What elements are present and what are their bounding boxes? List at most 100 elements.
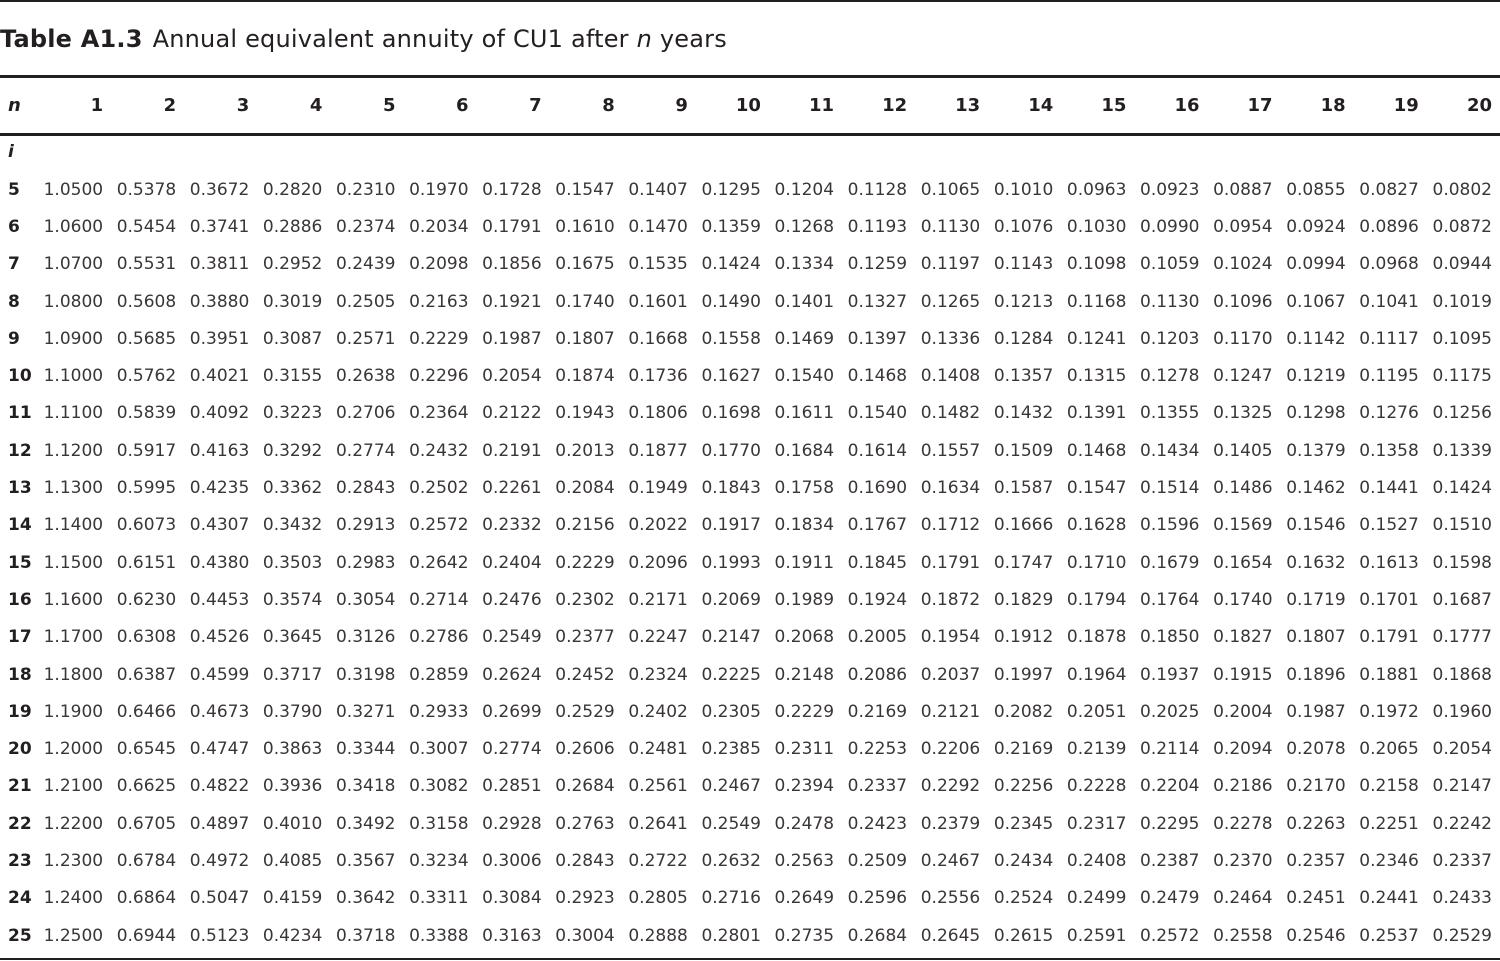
table-row: 8 1.0800 0.5608 0.3880 0.3019 0.2505 0.2163 0.1…: [0, 283, 1500, 320]
value-cell: 0.5685: [116, 328, 177, 349]
value-cell: 1.2200: [43, 813, 104, 834]
value-cell: 0.2377: [555, 627, 615, 648]
value-cell: 0.2684: [847, 925, 908, 946]
value-cell: 0.2364: [409, 403, 469, 424]
value-cell: 0.2933: [409, 701, 469, 722]
value-cell: 0.1719: [1286, 589, 1346, 610]
value-cell: 0.1806: [628, 403, 688, 424]
value-cell: 0.1747: [993, 552, 1054, 573]
value-cell: 0.2615: [993, 925, 1054, 946]
value-cell: 0.2859: [409, 664, 469, 685]
value-cell: 0.2004: [1213, 701, 1273, 722]
value-cell: 0.2005: [847, 627, 908, 648]
value-cell: 0.6073: [116, 515, 177, 536]
value-cell: 0.4010: [262, 813, 323, 834]
column-header: 1: [90, 95, 104, 116]
value-cell: 0.1327: [847, 291, 908, 312]
value-cell: 1.1000: [43, 366, 104, 387]
value-cell: 0.2423: [847, 813, 908, 834]
value-cell: 0.1096: [1213, 291, 1273, 312]
value-cell: 0.2451: [1286, 888, 1346, 909]
value-cell: 0.5608: [116, 291, 177, 312]
value-cell: 0.3574: [262, 589, 323, 610]
value-cell: 0.4085: [262, 850, 323, 871]
value-cell: 0.2801: [701, 925, 761, 946]
value-cell: 0.2332: [482, 515, 542, 536]
value-cell: 0.2642: [409, 552, 469, 573]
value-cell: 0.2509: [847, 850, 908, 871]
value-cell: 0.1970: [409, 179, 469, 200]
value-cell: 0.1993: [701, 552, 761, 573]
value-cell: 0.1690: [847, 478, 908, 499]
value-cell: 0.1921: [482, 291, 542, 312]
value-cell: 0.2404: [482, 552, 542, 573]
value-cell: 0.1510: [1432, 515, 1492, 536]
value-cell: 0.4235: [189, 478, 250, 499]
value-cell: 0.2374: [335, 216, 396, 237]
value-cell: 0.1557: [920, 440, 981, 461]
table-row: 24 1.2400 0.6864 0.5047 0.4159 0.3642 0.3311 0.…: [0, 880, 1500, 917]
top-rule: [0, 0, 1500, 2]
value-cell: 0.4092: [189, 403, 250, 424]
value-cell: 0.1924: [847, 589, 908, 610]
rate-cell: 21: [8, 776, 32, 797]
value-cell: 0.2337: [1432, 850, 1492, 871]
value-cell: 0.1740: [1213, 589, 1273, 610]
value-cell: 0.1482: [920, 403, 981, 424]
value-cell: 0.1259: [847, 254, 908, 275]
rate-cell: 6: [8, 216, 20, 237]
header-n-label: n: [8, 95, 21, 116]
value-cell: 0.0990: [1140, 216, 1200, 237]
value-cell: 0.2641: [628, 813, 688, 834]
value-cell: 0.0923: [1140, 179, 1200, 200]
column-header: 3: [236, 95, 250, 116]
value-cell: 0.2139: [1066, 739, 1127, 760]
value-cell: 0.1896: [1286, 664, 1346, 685]
column-header: 18: [1320, 95, 1346, 116]
value-cell: 0.2549: [482, 627, 542, 648]
value-cell: 0.3234: [409, 850, 469, 871]
table-row: 23 1.2300 0.6784 0.4972 0.4085 0.3567 0.3234 0.…: [0, 842, 1500, 879]
value-cell: 1.1100: [43, 403, 104, 424]
value-cell: 0.1514: [1140, 478, 1200, 499]
table-row: 13 1.1300 0.5995 0.4235 0.3362 0.2843 0.2502 0.…: [0, 469, 1500, 506]
value-cell: 0.1095: [1432, 328, 1492, 349]
value-cell: 1.1200: [43, 440, 104, 461]
value-cell: 0.6705: [116, 813, 177, 834]
value-cell: 0.1878: [1066, 627, 1127, 648]
value-cell: 0.1634: [920, 478, 981, 499]
value-cell: 0.2247: [628, 627, 688, 648]
value-cell: 0.3004: [555, 925, 615, 946]
value-cell: 0.1964: [1066, 664, 1127, 685]
value-cell: 0.2096: [628, 552, 688, 573]
value-cell: 0.1019: [1432, 291, 1492, 312]
value-cell: 0.2311: [774, 739, 835, 760]
value-cell: 0.1598: [1432, 552, 1492, 573]
value-cell: 0.2253: [847, 739, 908, 760]
value-cell: 0.1010: [993, 179, 1054, 200]
table-row: 19 1.1900 0.6466 0.4673 0.3790 0.3271 0.2933 0.…: [0, 693, 1500, 730]
value-cell: 0.6387: [116, 664, 177, 685]
value-cell: 0.2158: [1359, 776, 1419, 797]
value-cell: 0.2699: [482, 701, 542, 722]
value-cell: 0.4163: [189, 440, 250, 461]
value-cell: 0.1195: [1359, 366, 1419, 387]
value-cell: 0.2452: [555, 664, 615, 685]
header-row: n 1 2 3 4 5 6 7 8 9 10 11 12 13 14 15 16 17 18 19 20: [0, 78, 1500, 133]
value-cell: 0.1627: [701, 366, 761, 387]
value-cell: 0.1601: [628, 291, 688, 312]
value-cell: 0.1295: [701, 179, 761, 200]
value-cell: 0.2082: [993, 701, 1054, 722]
value-cell: 0.1807: [555, 328, 615, 349]
value-cell: 0.1794: [1066, 589, 1127, 610]
value-cell: 0.1391: [1066, 403, 1127, 424]
value-cell: 0.2037: [920, 664, 981, 685]
value-cell: 0.1193: [847, 216, 908, 237]
value-cell: 0.1684: [774, 440, 835, 461]
rate-cell: 13: [8, 478, 32, 499]
value-cell: 0.2714: [409, 589, 469, 610]
value-cell: 0.3388: [409, 925, 469, 946]
value-cell: 0.1954: [920, 627, 981, 648]
value-cell: 1.1500: [43, 552, 104, 573]
value-cell: 0.2805: [628, 888, 688, 909]
